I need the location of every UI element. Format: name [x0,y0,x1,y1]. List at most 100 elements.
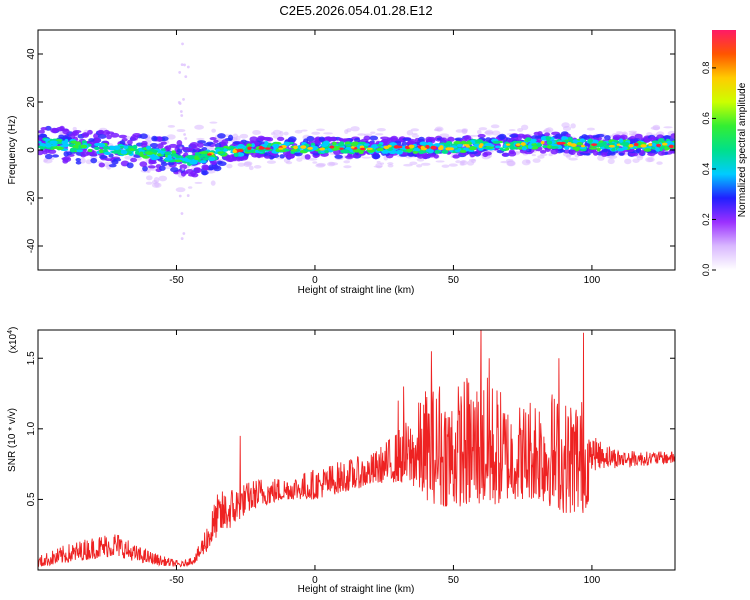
spectral-halo [176,128,186,133]
spectral-core [127,145,134,149]
spectral-cell [369,135,379,141]
spectral-halo [252,129,261,136]
spectrogram-ytick-label: 20 [26,96,37,108]
spectral-cell [108,153,114,158]
spectral-halo [343,165,352,169]
spectral-cell [594,134,600,139]
spectral-core [419,141,428,146]
spectral-core [516,140,523,144]
spectral-halo [361,156,371,159]
spectral-peak [567,142,572,146]
spectral-cell [539,150,547,154]
spectral-cell [287,153,295,159]
spectral-core [609,142,615,146]
spectrogram-xtick-label: -50 [169,275,184,286]
spectral-halo [537,155,545,159]
spectral-core [588,147,597,150]
spectral-core [358,149,364,155]
spectral-core [45,142,50,147]
spectral-cell [40,126,47,131]
colorbar: 0.0 0.2 0.4 0.6 0.8 Normalized spectral ampl… [701,30,748,276]
spectral-halo [311,131,321,135]
spectral-core [655,147,661,152]
spectral-halo [586,127,595,131]
spectral-peak [570,143,577,147]
spectral-cell [288,136,297,142]
spectral-halo [237,162,246,167]
spectral-cell [185,147,194,152]
spectral-core [198,154,204,159]
spectral-cell [509,133,519,138]
spectral-halo [491,130,501,136]
spectral-cell [81,132,90,138]
spectral-scatter [186,194,190,197]
spectral-halo [645,157,654,163]
spectral-halo [370,131,376,134]
spectral-cell [97,129,105,135]
spectral-halo [72,126,77,131]
spectral-core [550,145,559,149]
spectral-core [434,150,441,154]
spectral-peak [207,153,212,156]
spectral-cell [474,149,481,156]
spectral-cell [52,154,60,158]
spectral-cell [176,148,183,153]
spectral-cell [194,167,202,174]
spectral-core [323,141,328,146]
spectral-peak [661,142,668,146]
spectral-halo [416,157,425,162]
spectral-core [76,149,84,153]
spectral-peak [247,146,252,151]
spectral-halo [650,126,661,131]
spectral-core [120,150,128,155]
spectral-core [70,140,78,144]
spectral-cell [63,151,70,157]
spectral-cell [132,132,142,138]
spectral-cell [249,136,258,143]
spectral-core [200,160,207,163]
snr-ytick-label: 1.0 [26,421,37,435]
spectral-halo [375,133,384,136]
spectral-cell [498,133,507,140]
spectral-cell [90,157,98,164]
spectral-core [189,160,198,165]
spectral-halo [253,165,262,169]
spectral-cell [167,161,175,166]
spectral-cell [110,132,120,138]
spectral-halo [43,158,53,164]
spectral-halo [439,133,450,138]
spectral-halo [531,153,536,157]
spectral-cell [306,135,315,142]
spectral-peak [359,145,365,149]
spectral-halo [327,161,336,167]
spectral-peak [465,145,471,148]
spectral-cell [239,155,248,161]
spectral-core [208,156,216,162]
spectral-cell [559,149,566,153]
spectral-peak [505,143,511,146]
spectral-core [572,139,579,144]
spectral-cell [38,137,44,141]
spectral-scatter [180,237,184,240]
spectral-cell [148,160,154,165]
spectral-halo [350,126,360,132]
spectral-cell [228,134,234,141]
spectral-halo [387,162,394,165]
spectral-halo [357,133,366,136]
spectral-core [55,146,64,151]
spectral-core [412,150,419,154]
spectral-halo [515,151,522,154]
spectral-cell [118,134,128,139]
snr-xlabel: Height of straight line (km) [298,584,415,595]
spectral-core [545,136,552,141]
spectral-cell [209,137,217,141]
spectral-core [426,142,432,146]
spectral-cell [427,153,436,158]
spectral-peak [339,147,344,150]
spectral-halo [344,129,349,135]
spectral-cell [550,148,559,155]
spectral-core [363,143,370,147]
spectral-halo [663,126,673,129]
spectral-core [536,142,543,148]
